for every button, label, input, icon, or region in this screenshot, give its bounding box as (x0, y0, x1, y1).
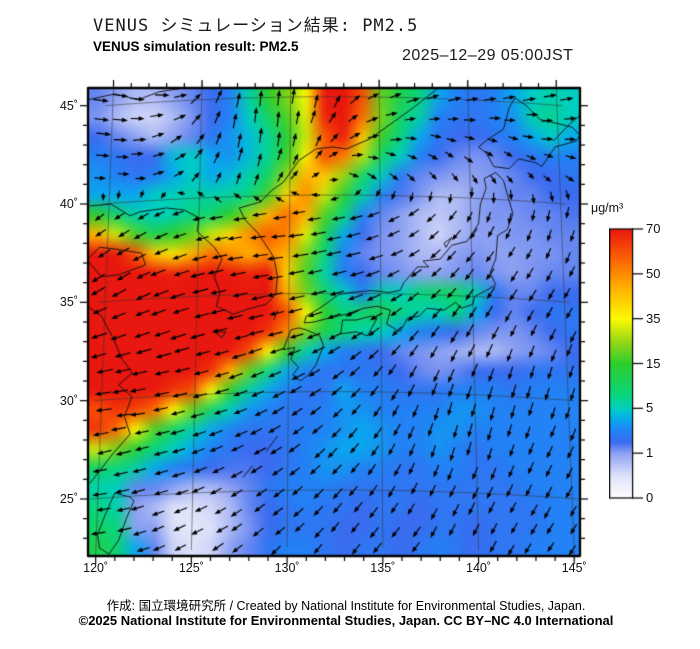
colorbar-tick-label: 15 (646, 355, 661, 371)
lon-tick-label: 135˚ (370, 561, 396, 575)
colorbar-tick-label: 1 (646, 445, 654, 461)
lon-tick-label: 140˚ (466, 561, 492, 575)
lon-tick-label: 145˚ (561, 561, 587, 575)
lat-tick-label: 40˚ (59, 197, 78, 212)
colorbar-tick-label: 70 (646, 221, 661, 236)
copyright-line: ©2025 National Institute for Environment… (78, 613, 614, 628)
pm25-map-canvas (78, 78, 592, 566)
attribution-line: 作成: 国立環境研究所 / Created by National Instit… (106, 599, 586, 613)
colorbar-canvas (609, 225, 649, 503)
lat-tick-label: 30˚ (59, 393, 78, 408)
english-subtitle: VENUS simulation result: PM2.5 (93, 39, 299, 54)
lon-tick-label: 125˚ (178, 561, 204, 575)
lon-tick-label: 120˚ (83, 561, 109, 575)
lon-tick-label: 130˚ (274, 561, 300, 575)
colorbar-tick-label: 50 (646, 265, 661, 281)
japanese-title: VENUS シミュレーション結果: PM2.5 (93, 16, 419, 36)
colorbar-tick-label: 5 (646, 400, 654, 416)
colorbar-tick-label: 35 (646, 310, 661, 326)
lat-tick-label: 35˚ (59, 295, 78, 310)
timestamp: 2025–12–29 05:00JST (402, 47, 574, 64)
colorbar-tick-label: 0 (646, 490, 654, 505)
lat-tick-label: 45˚ (59, 98, 78, 113)
colorbar-title: μg/m³ (591, 201, 624, 215)
lat-tick-label: 25˚ (59, 491, 78, 506)
